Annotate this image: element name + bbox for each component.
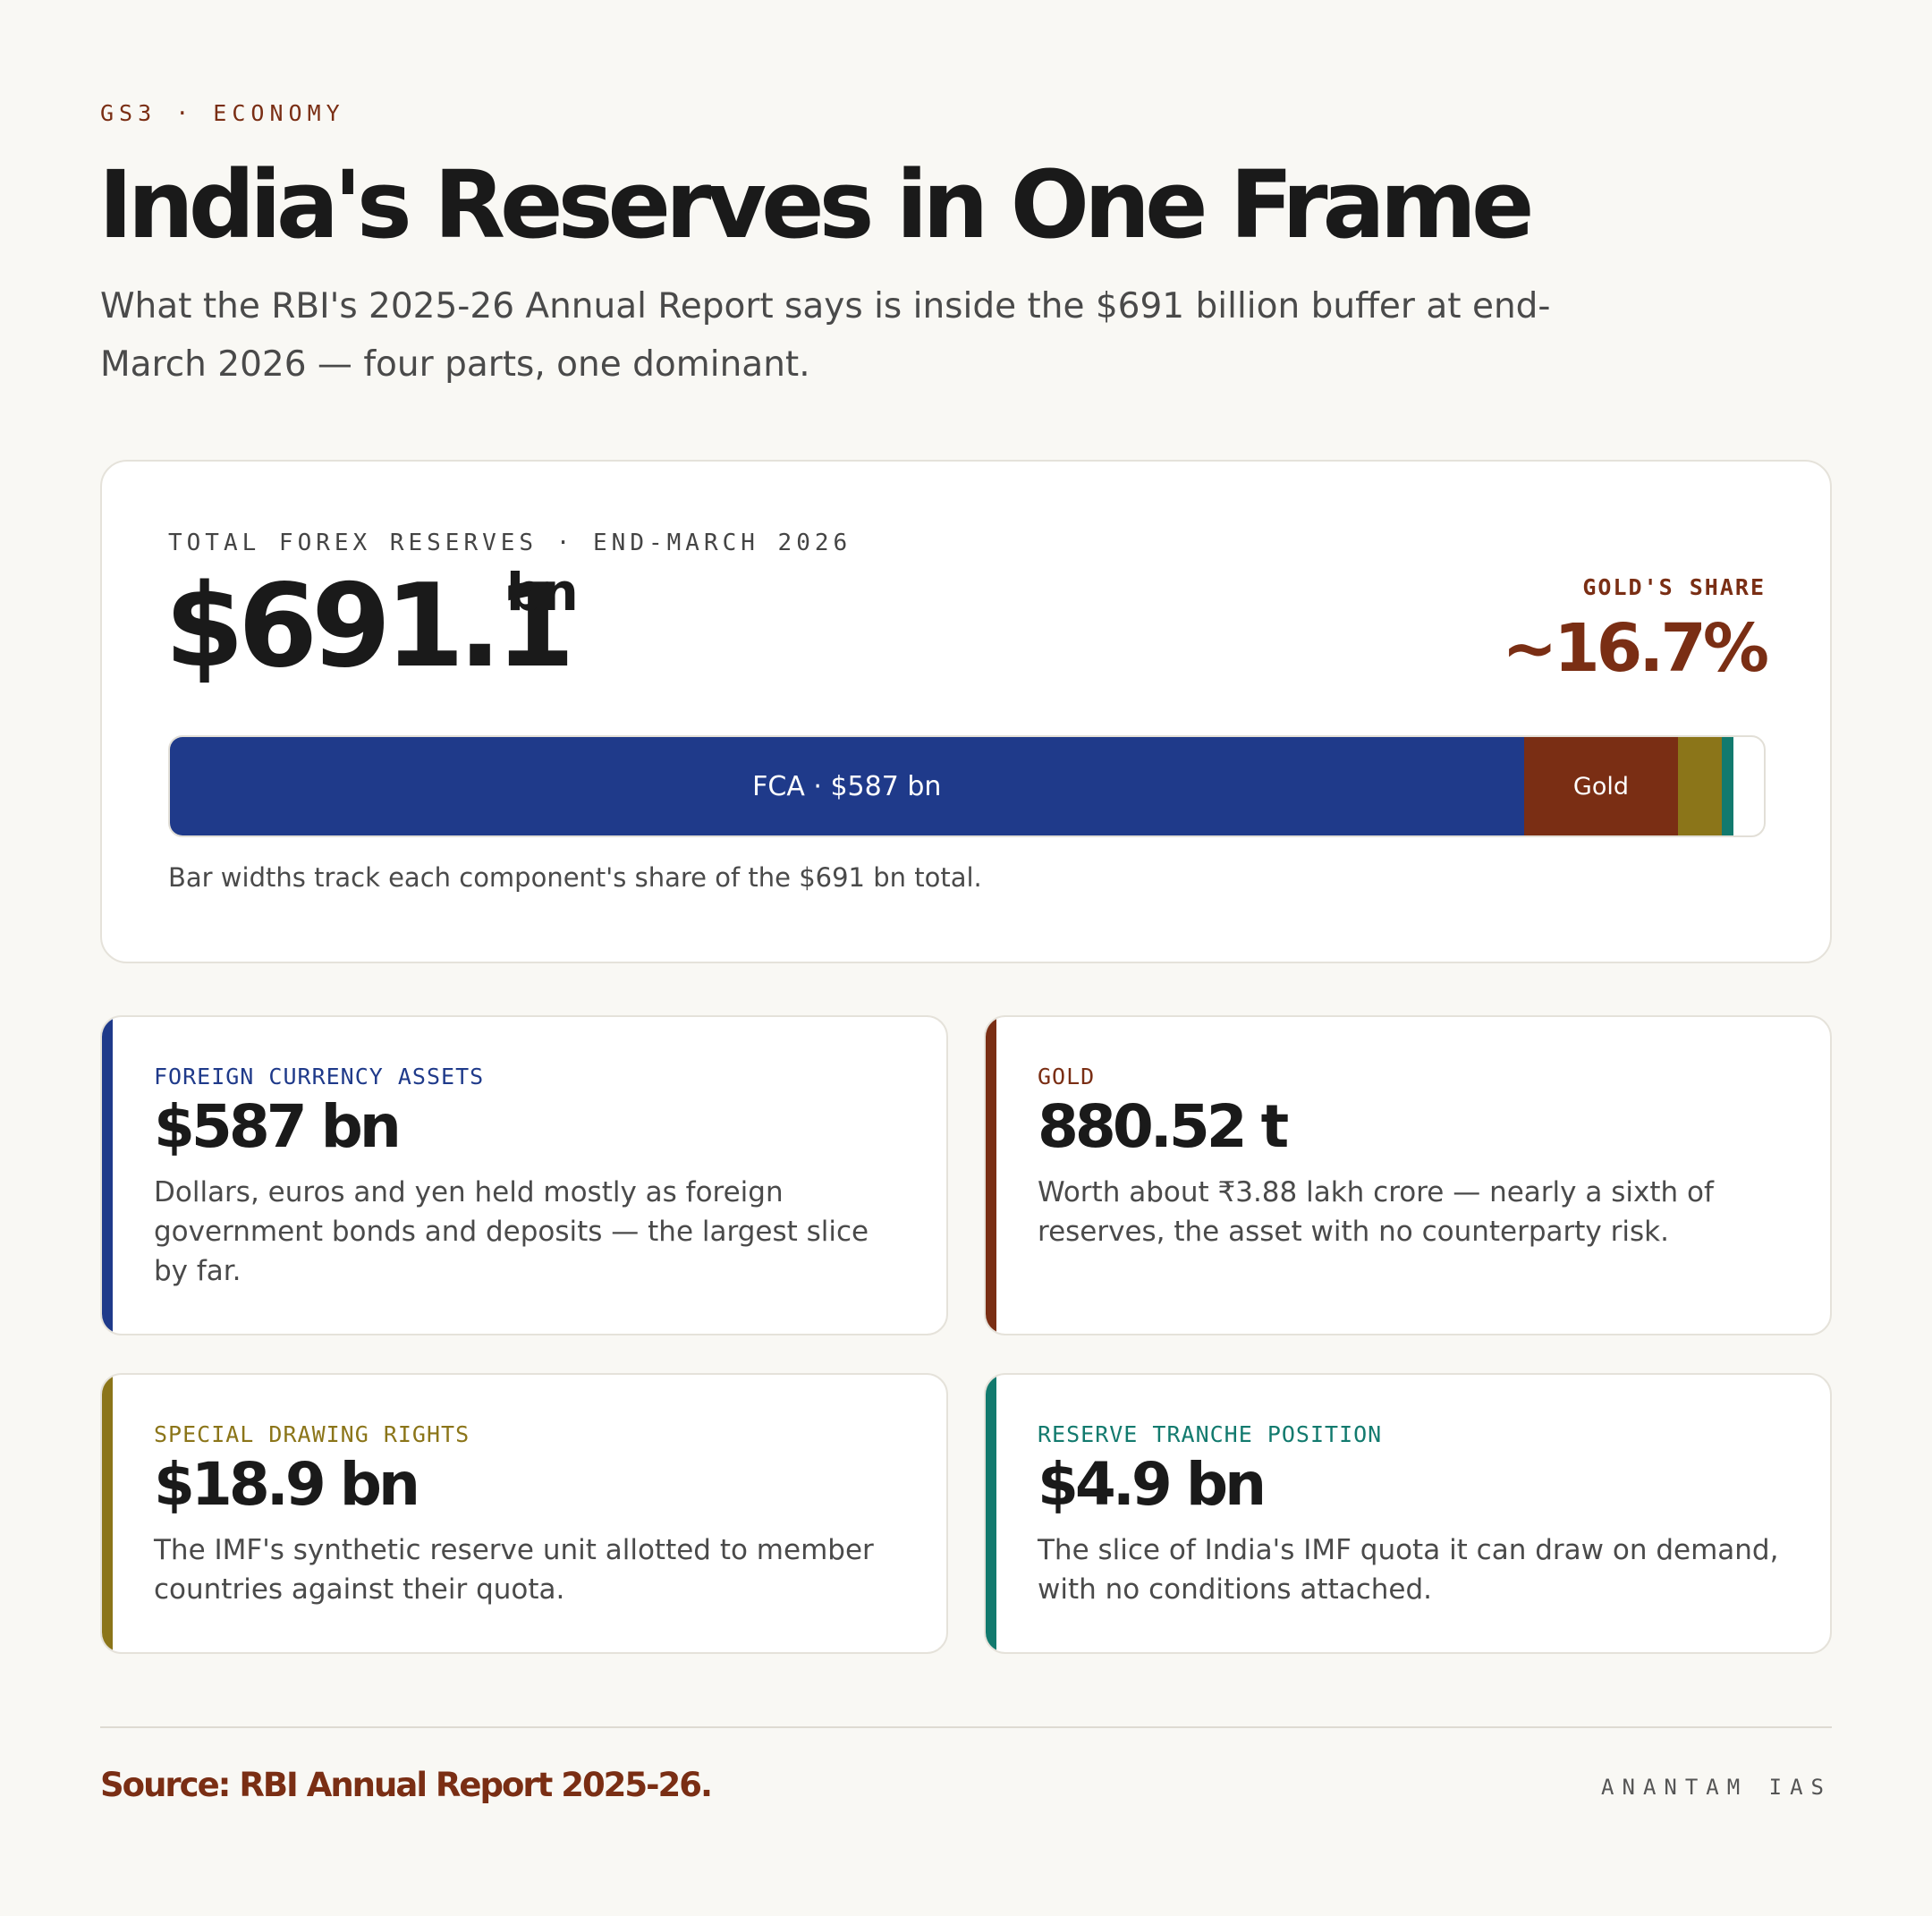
card-description: Dollars, euros and yen held mostly as fo… [154,1176,869,1287]
card-value: $18.9 bn [154,1450,420,1519]
total-reserves-card: TOTAL FOREX RESERVES · END-MARCH 2026 $6… [100,460,1832,963]
page-title: India's Reserves in One Frame [98,150,1535,259]
total-label: TOTAL FOREX RESERVES · END-MARCH 2026 [168,530,852,556]
card-accent [102,1375,113,1652]
brand-label: ANANTAM IAS [1601,1775,1832,1800]
card-value: $4.9 bn [1038,1450,1267,1519]
total-unit: bn [506,562,579,623]
card-special-drawing-rights: SPECIAL DRAWING RIGHTS $18.9 bn The IMF'… [100,1373,948,1654]
card-description: Worth about ₹3.88 lakh crore — nearly a … [1038,1176,1714,1248]
bar-segment-gold: Gold [1523,737,1679,835]
card-label: GOLD [1038,1064,1096,1089]
bar-segment-fca: FCA · $587 bn [170,737,1524,835]
bar-segment-rtp [1722,737,1733,835]
card-value: $587 bn [154,1092,402,1161]
card-description: The slice of India's IMF quota it can dr… [1038,1534,1779,1606]
card-label: FOREIGN CURRENCY ASSETS [154,1064,485,1089]
card-gold: GOLD 880.52 t Worth about ₹3.88 lakh cro… [984,1015,1832,1335]
card-value: 880.52 t [1038,1092,1289,1161]
card-label: SPECIAL DRAWING RIGHTS [154,1421,470,1447]
card-description: The IMF's synthetic reserve unit allotte… [154,1534,874,1606]
card-accent [986,1375,996,1652]
page-subtitle: What the RBI's 2025-26 Annual Report say… [100,286,1551,385]
bar-segment-gold-label: Gold [1572,772,1629,801]
card-foreign-currency-assets: FOREIGN CURRENCY ASSETS $587 bn Dollars,… [100,1015,948,1335]
card-reserve-tranche-position: RESERVE TRANCHE POSITION $4.9 bn The sli… [984,1373,1832,1654]
source-note: Source: RBI Annual Report 2025-26. [100,1766,713,1804]
section-kicker: GS3 · ECONOMY [100,100,345,126]
bar-segment-fca-label: FCA · $587 bn [752,770,942,802]
card-label: RESERVE TRANCHE POSITION [1038,1421,1383,1447]
card-accent [986,1017,996,1334]
footer-divider [100,1726,1832,1728]
bar-segment-sdr [1678,737,1723,835]
bar-note: Bar widths track each component's share … [168,862,982,893]
gold-share-label: GOLD'S SHARE [1582,574,1766,600]
gold-share-value: ~16.7% [1502,610,1769,687]
composition-bar: FCA · $587 bn Gold [168,735,1766,837]
total-value: $691.1 [165,560,575,693]
card-accent [102,1017,113,1334]
